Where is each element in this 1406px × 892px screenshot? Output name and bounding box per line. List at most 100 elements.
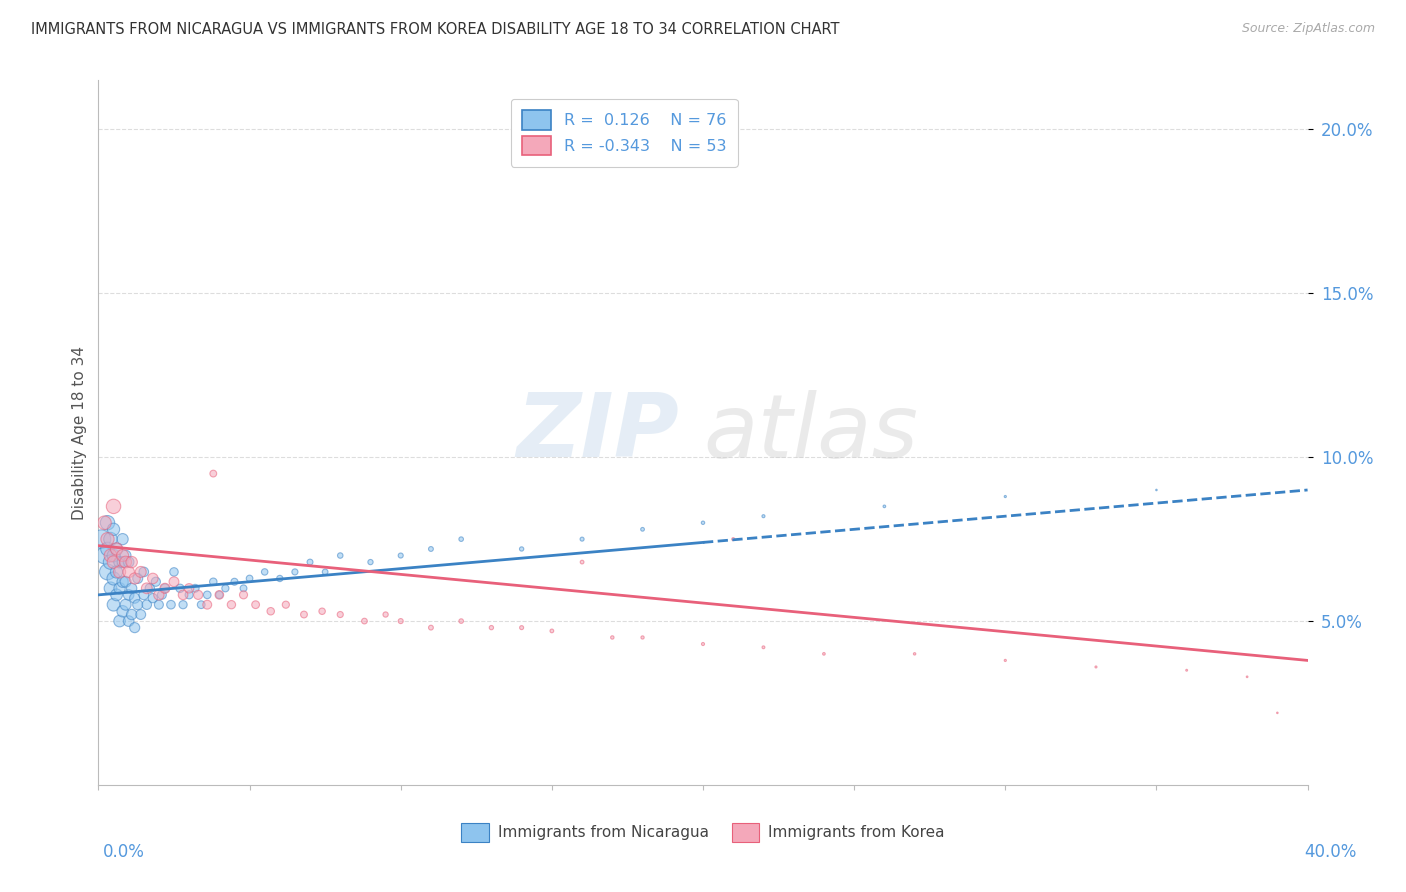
Point xyxy=(172,588,194,602)
Point xyxy=(135,582,157,596)
Point xyxy=(314,565,336,579)
Point xyxy=(96,532,118,546)
Point xyxy=(245,598,267,612)
Point xyxy=(127,598,149,612)
Point xyxy=(450,614,472,628)
Point xyxy=(93,549,115,563)
Point xyxy=(129,565,152,579)
Point xyxy=(93,516,115,530)
Point xyxy=(260,604,283,618)
Point xyxy=(105,565,128,579)
Point xyxy=(103,549,125,563)
Point xyxy=(224,574,246,589)
Point xyxy=(103,500,125,514)
Point xyxy=(179,582,201,596)
Point xyxy=(103,572,125,586)
Point xyxy=(105,541,128,556)
Point xyxy=(148,598,170,612)
Point xyxy=(184,582,207,596)
Point xyxy=(121,555,143,569)
Point xyxy=(1144,483,1167,497)
Point xyxy=(190,598,212,612)
Point xyxy=(121,607,143,622)
Point xyxy=(311,604,333,618)
Point xyxy=(232,588,254,602)
Point xyxy=(602,631,624,645)
Point xyxy=(420,541,443,556)
Point xyxy=(208,588,231,602)
Point xyxy=(142,572,165,586)
Point xyxy=(114,574,136,589)
Point xyxy=(153,582,176,596)
Text: IMMIGRANTS FROM NICARAGUA VS IMMIGRANTS FROM KOREA DISABILITY AGE 18 TO 34 CORRE: IMMIGRANTS FROM NICARAGUA VS IMMIGRANTS … xyxy=(31,22,839,37)
Point xyxy=(389,614,412,628)
Point xyxy=(114,549,136,563)
Point xyxy=(253,565,276,579)
Point xyxy=(135,598,157,612)
Point xyxy=(195,588,218,602)
Point xyxy=(96,541,118,556)
Y-axis label: Disability Age 18 to 34: Disability Age 18 to 34 xyxy=(72,345,87,520)
Point xyxy=(124,591,146,606)
Point xyxy=(139,582,162,596)
Point xyxy=(118,555,141,569)
Point xyxy=(239,572,262,586)
Point xyxy=(172,598,194,612)
Point xyxy=(100,582,122,596)
Point xyxy=(108,582,131,596)
Point xyxy=(329,607,352,622)
Point xyxy=(153,582,176,596)
Point xyxy=(90,532,112,546)
Point xyxy=(631,631,654,645)
Point xyxy=(571,555,593,569)
Point xyxy=(353,614,375,628)
Point xyxy=(127,572,149,586)
Text: Source: ZipAtlas.com: Source: ZipAtlas.com xyxy=(1241,22,1375,36)
Point xyxy=(692,516,714,530)
Text: atlas: atlas xyxy=(703,390,918,475)
Legend: Immigrants from Nicaragua, Immigrants from Korea: Immigrants from Nicaragua, Immigrants fr… xyxy=(456,817,950,847)
Point xyxy=(108,614,131,628)
Point xyxy=(118,588,141,602)
Point xyxy=(187,588,209,602)
Point xyxy=(100,532,122,546)
Point xyxy=(202,467,225,481)
Point xyxy=(96,565,118,579)
Text: ZIP: ZIP xyxy=(516,389,679,476)
Point xyxy=(118,614,141,628)
Point xyxy=(108,565,131,579)
Point xyxy=(752,509,775,524)
Point xyxy=(103,598,125,612)
Point xyxy=(96,516,118,530)
Point xyxy=(202,574,225,589)
Point xyxy=(124,621,146,635)
Point xyxy=(114,555,136,569)
Point xyxy=(904,647,927,661)
Point xyxy=(163,565,186,579)
Point xyxy=(389,549,412,563)
Point xyxy=(111,604,134,618)
Point xyxy=(329,549,352,563)
Point xyxy=(292,607,315,622)
Point xyxy=(214,582,236,596)
Point xyxy=(100,555,122,569)
Point xyxy=(450,532,472,546)
Point xyxy=(510,621,533,635)
Point xyxy=(132,565,155,579)
Point xyxy=(510,541,533,556)
Point xyxy=(195,598,218,612)
Point xyxy=(420,621,443,635)
Point xyxy=(163,574,186,589)
Point xyxy=(481,621,503,635)
Point xyxy=(221,598,243,612)
Point xyxy=(111,532,134,546)
Point xyxy=(103,555,125,569)
Point xyxy=(1085,660,1108,674)
Point xyxy=(105,541,128,556)
Point xyxy=(232,582,254,596)
Point xyxy=(150,588,173,602)
Point xyxy=(994,490,1017,504)
Point xyxy=(111,574,134,589)
Point xyxy=(114,598,136,612)
Point xyxy=(692,637,714,651)
